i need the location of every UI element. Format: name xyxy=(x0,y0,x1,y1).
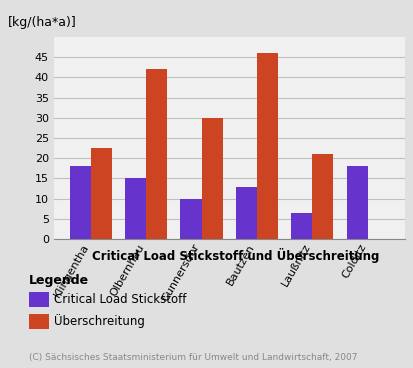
Text: Überschreitung: Überschreitung xyxy=(54,314,145,328)
Bar xyxy=(347,166,368,239)
Bar xyxy=(291,213,312,239)
Bar xyxy=(312,154,333,239)
Text: (C) Sächsisches Staatsministerium für Umwelt und Landwirtschaft, 2007: (C) Sächsisches Staatsministerium für Um… xyxy=(29,354,357,362)
Text: Critical Load Stickstoff und Überschreitung: Critical Load Stickstoff und Überschreit… xyxy=(92,248,379,263)
Bar xyxy=(70,166,91,239)
Text: Critical Load Stickstoff: Critical Load Stickstoff xyxy=(54,293,186,306)
Bar xyxy=(125,178,146,239)
Text: Legende: Legende xyxy=(29,274,89,287)
Bar xyxy=(146,69,167,239)
Bar xyxy=(180,199,202,239)
Bar xyxy=(257,53,278,239)
Bar xyxy=(236,187,257,239)
Bar xyxy=(91,148,112,239)
Text: [kg/(ha*a)]: [kg/(ha*a)] xyxy=(8,16,77,29)
Bar xyxy=(202,118,223,239)
